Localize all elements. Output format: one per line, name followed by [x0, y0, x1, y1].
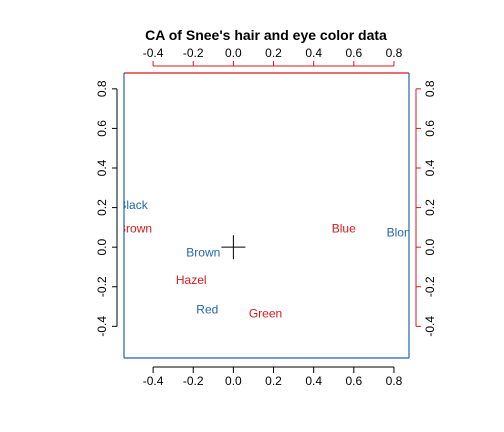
right-axis-tick-label: -0.2	[423, 276, 437, 297]
left-axis-tick-label: 0.8	[95, 80, 109, 97]
bottom-axis-tick-label: 0.4	[305, 374, 322, 388]
bottom-axis-tick-label: -0.4	[143, 374, 164, 388]
right-axis-tick-label: -0.4	[423, 316, 437, 337]
point-label-1-1: Hazel	[176, 273, 207, 287]
point-label-0-1: Brown	[186, 245, 220, 259]
bottom-axis-tick-label: 0.6	[345, 374, 362, 388]
point-label-1-3: Blue	[332, 222, 356, 236]
top-axis-tick-label: -0.2	[183, 46, 204, 60]
left-axis-tick-label: 0.2	[95, 199, 109, 216]
right-axis-tick-label: 0.6	[423, 120, 437, 137]
top-axis-tick-label: 0.6	[345, 46, 362, 60]
left-axis-tick-label: -0.4	[95, 316, 109, 337]
chart-title: CA of Snee's hair and eye color data	[145, 27, 387, 43]
right-axis-tick-label: 0.4	[423, 159, 437, 176]
top-axis-tick-label: 0.4	[305, 46, 322, 60]
left-axis-tick-label: 0.4	[95, 159, 109, 176]
top-axis-tick-label: 0.8	[386, 46, 403, 60]
point-label-0-2: Red	[196, 303, 218, 317]
bottom-axis-tick-label: -0.2	[183, 374, 204, 388]
bottom-axis-tick-label: 0.2	[265, 374, 282, 388]
left-axis-tick-label: 0.0	[95, 239, 109, 256]
left-axis-tick-label: 0.6	[95, 120, 109, 137]
right-axis-tick-label: 0.8	[423, 80, 437, 97]
top-axis-tick-label: 0.2	[265, 46, 282, 60]
top-axis-tick-label: 0.0	[225, 46, 242, 60]
bottom-axis-tick-label: 0.8	[386, 374, 403, 388]
bottom-axis-tick-label: 0.0	[225, 374, 242, 388]
top-axis-tick-label: -0.4	[143, 46, 164, 60]
left-axis-tick-label: -0.2	[95, 276, 109, 297]
right-axis-tick-label: 0.0	[423, 239, 437, 256]
right-axis-tick-label: 0.2	[423, 199, 437, 216]
point-label-1-2: Green	[249, 307, 282, 321]
